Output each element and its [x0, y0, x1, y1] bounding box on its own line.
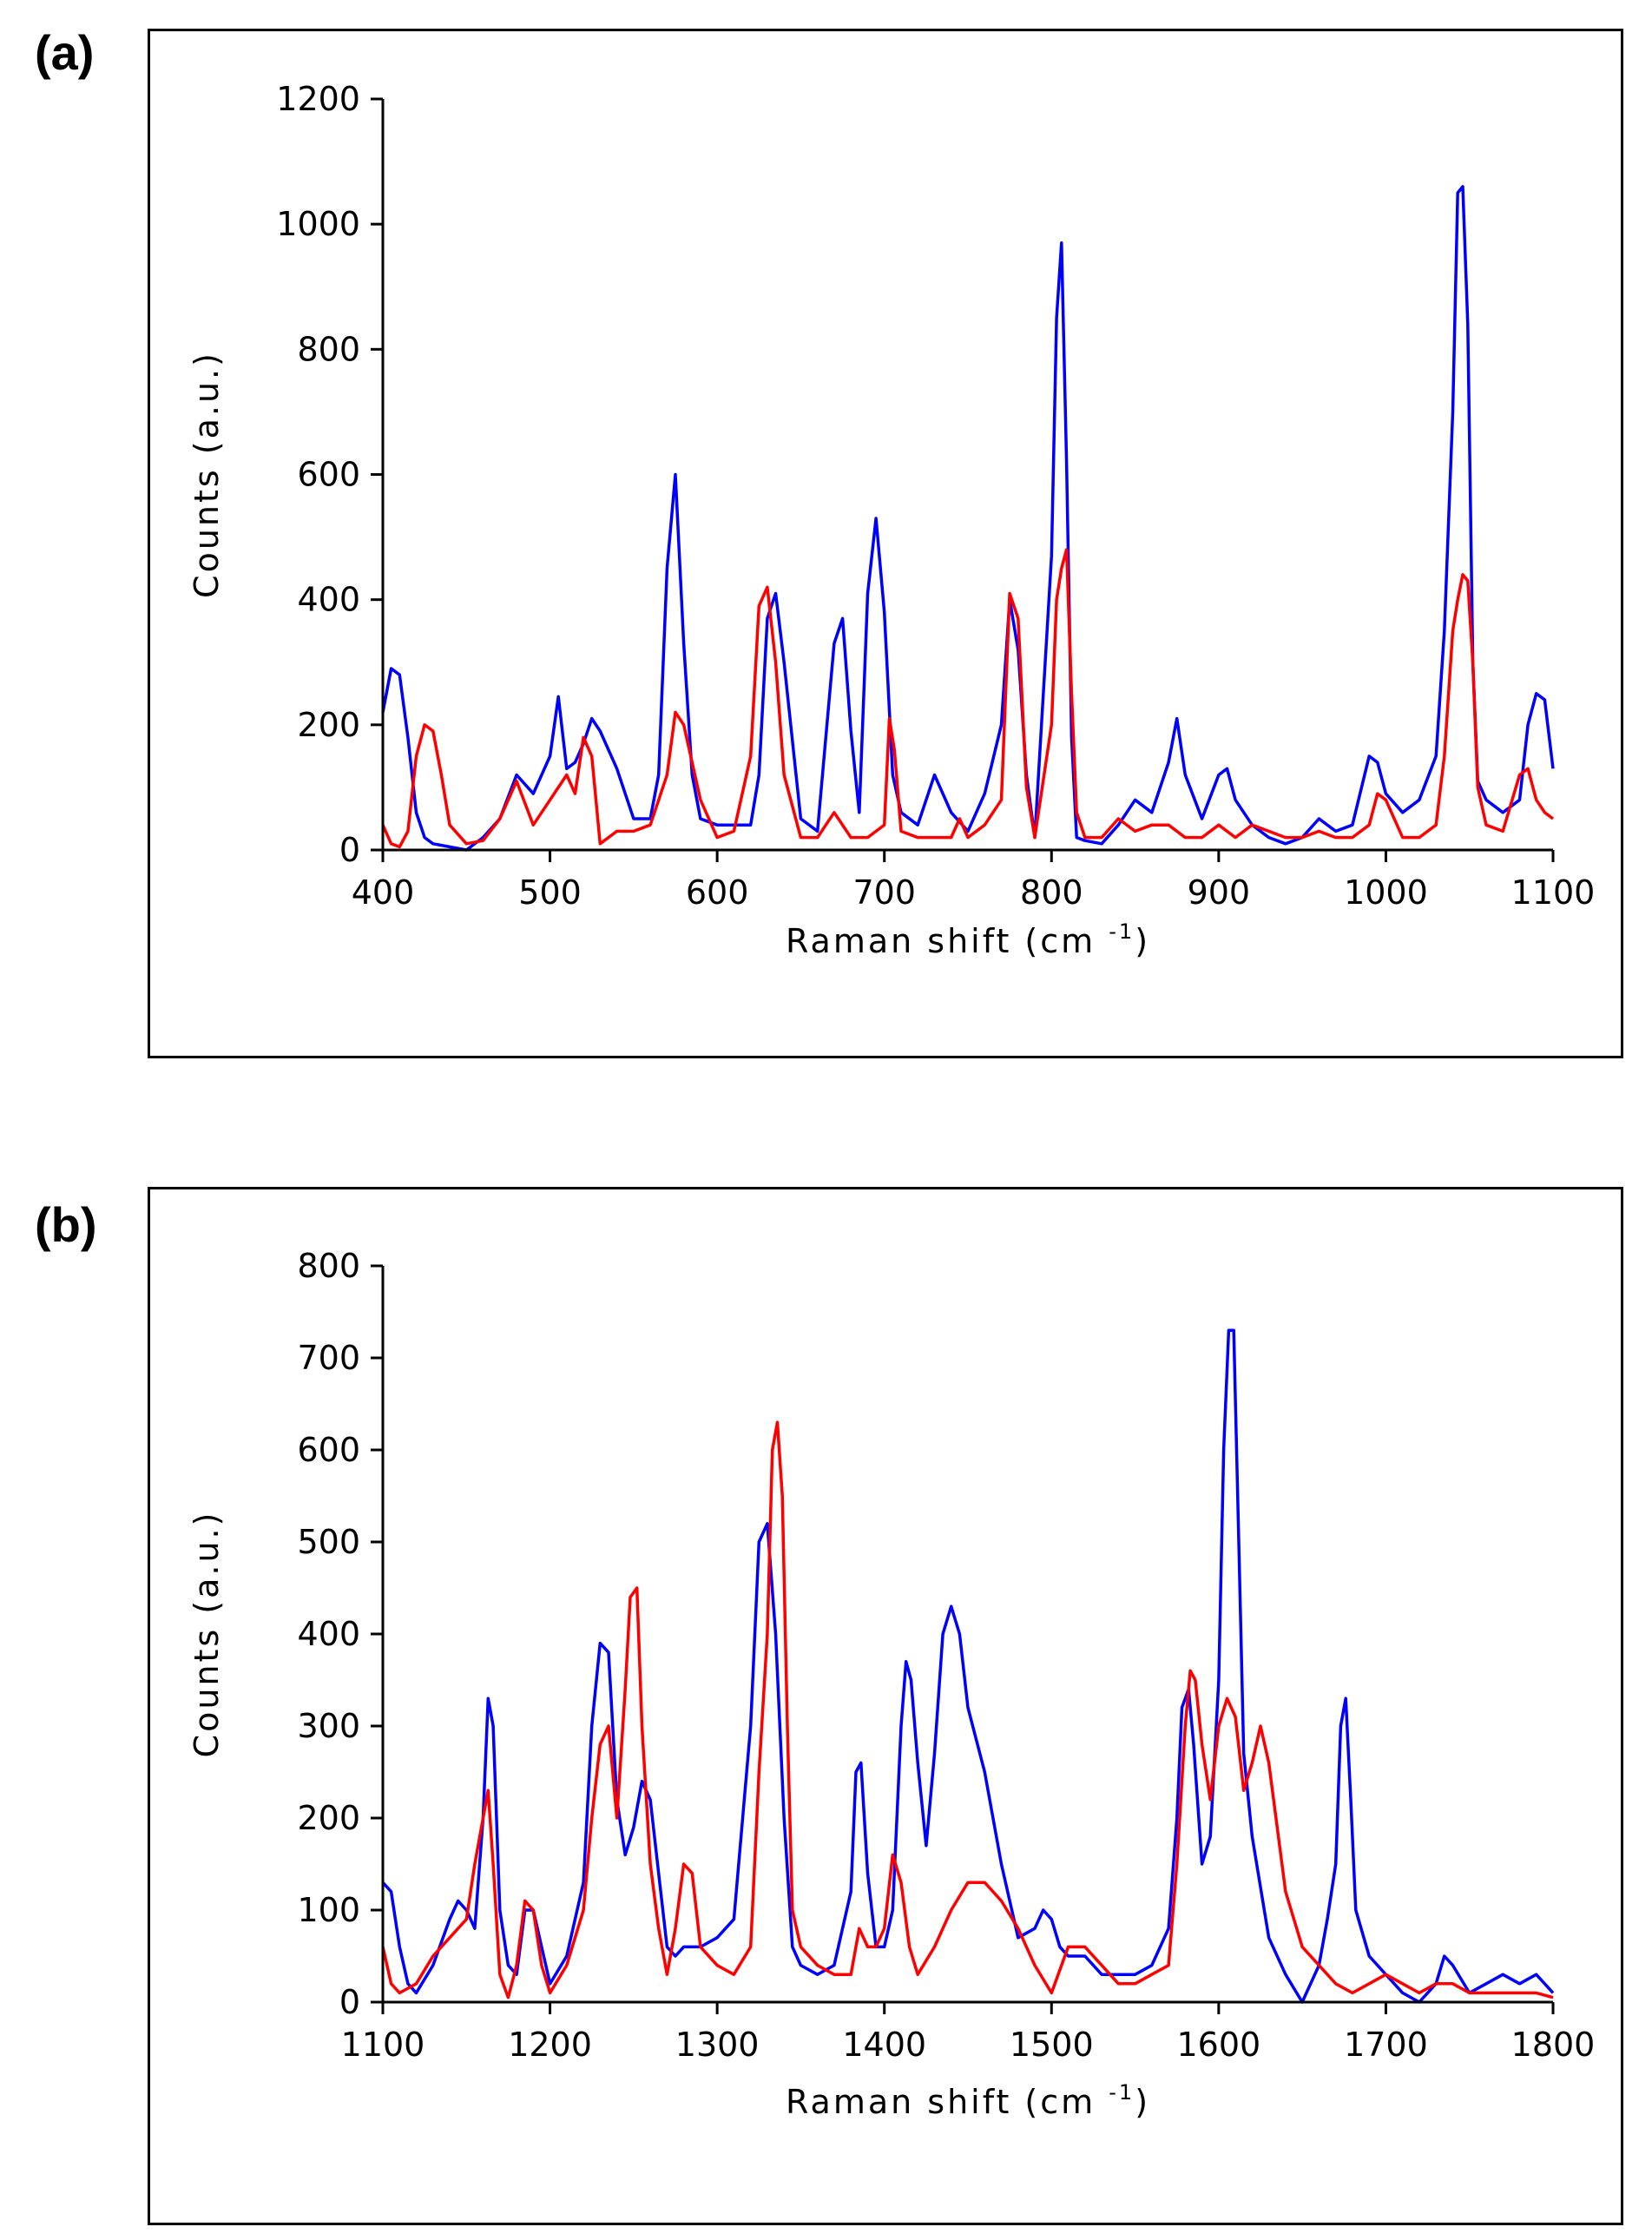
x-tick-label: 1000	[1344, 873, 1428, 912]
chart-a: 0 200 400 600 800 1000 1200 400 500 600 700 800 900 1…	[188, 80, 1596, 960]
x-tick-label: 1100	[1511, 873, 1596, 912]
y-tick-label: 100	[297, 1891, 360, 1929]
y-tick-label: 1200	[276, 80, 360, 118]
series-line-red	[381, 1420, 1554, 2000]
series-line-red	[381, 548, 1555, 849]
x-tick-label: 1800	[1511, 2026, 1596, 2064]
panel-b-label: (b)	[35, 1197, 97, 1252]
y-tick-label: 1000	[276, 205, 360, 243]
x-tick-label: 1700	[1344, 2026, 1428, 2064]
y-axis-title: Counts (a.u.)	[188, 351, 226, 598]
series-line-blue	[381, 1328, 1555, 2004]
y-tick-label: 200	[297, 706, 360, 744]
x-tick-label: 800	[1020, 873, 1083, 912]
chart-a-frame: 0 200 400 600 800 1000 1200 400 500 600 700 800 900 1…	[148, 29, 1623, 1058]
y-tick-label: 600	[297, 456, 360, 494]
x-axis-title: Raman shift (cm -1)	[786, 2080, 1150, 2121]
y-tick-label: 0	[339, 1983, 360, 2021]
x-tick-label: 1300	[675, 2026, 760, 2064]
y-tick-label: 200	[297, 1799, 360, 1837]
x-tick-label: 1100	[341, 2026, 425, 2064]
chart-b-frame: 0 100 200 300 400 500 600 700 800 1100 1200 1300 140…	[148, 1187, 1623, 2225]
y-tick-label: 500	[297, 1523, 360, 1561]
x-axis-title: Raman shift (cm -1)	[786, 919, 1150, 960]
y-tick-label: 300	[297, 1707, 360, 1745]
y-tick-label: 700	[297, 1339, 360, 1377]
x-tick-label: 700	[852, 873, 916, 912]
series-line-blue	[381, 185, 1555, 852]
x-tick-label: 1600	[1176, 2026, 1260, 2064]
y-tick-label: 400	[297, 1615, 360, 1653]
y-tick-label: 800	[297, 1247, 360, 1285]
x-tick-label: 500	[518, 873, 582, 912]
y-tick-label: 600	[297, 1431, 360, 1469]
x-tick-label: 1200	[508, 2026, 592, 2064]
x-tick-label: 900	[1188, 873, 1251, 912]
panel-a-label: (a)	[35, 25, 95, 80]
chart-b: 0 100 200 300 400 500 600 700 800 1100 1200 1300 140…	[188, 1247, 1596, 2121]
x-tick-label: 1500	[1010, 2026, 1094, 2064]
y-axis-title: Counts (a.u.)	[188, 1511, 226, 1758]
x-tick-label: 400	[352, 873, 415, 912]
x-tick-label: 1400	[842, 2026, 926, 2064]
y-tick-label: 0	[339, 831, 360, 869]
y-tick-label: 400	[297, 581, 360, 619]
x-tick-label: 600	[686, 873, 749, 912]
y-tick-label: 800	[297, 330, 360, 368]
